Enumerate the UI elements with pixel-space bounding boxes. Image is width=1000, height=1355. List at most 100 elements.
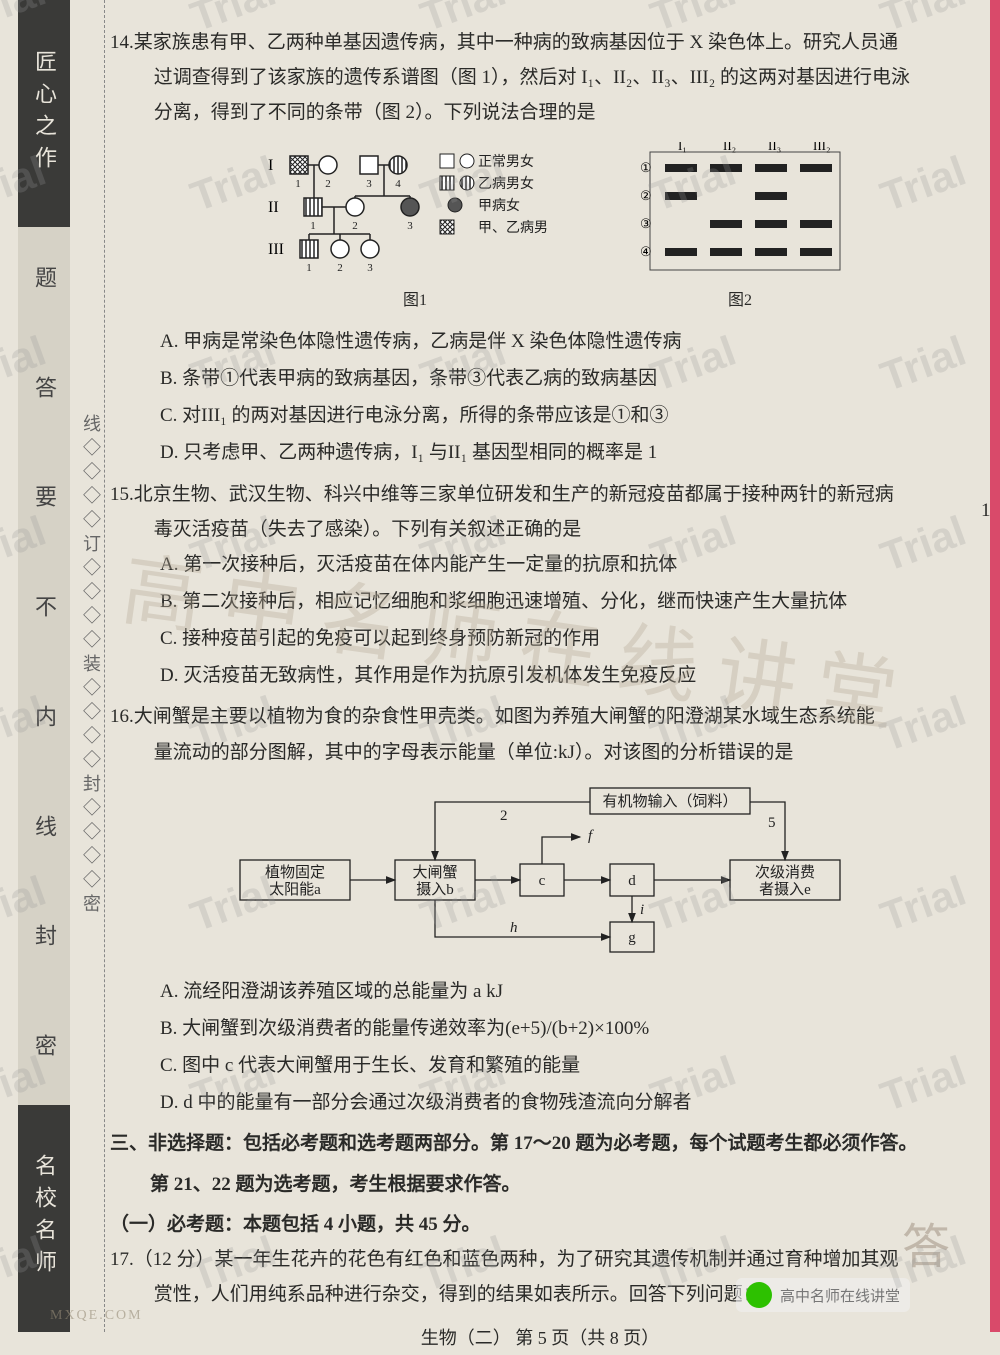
legend-c: 甲病女 — [478, 197, 520, 214]
flow-5: 5 — [768, 815, 776, 831]
lb-8: 密 — [18, 995, 70, 1105]
svg-text:III: III — [268, 241, 284, 258]
q14-num: 14. — [110, 32, 134, 53]
svg-text:④: ④ — [640, 244, 652, 259]
lb-6: 线 — [18, 776, 70, 886]
section-3-title2: 第 21、22 题为选考题，考生根据要求作答。 — [150, 1167, 970, 1202]
svg-text:3: 3 — [366, 178, 372, 190]
q14-stem3: 分离，得到了不同的条带（图 2）。下列说法合理的是 — [110, 95, 970, 130]
lb-1: 题 — [18, 227, 70, 337]
q15-options: A. 第一次接种后，灭活疫苗在体内能产生一定量的抗原和抗体 B. 第二次接种后，… — [160, 547, 970, 694]
q14-d: D. 只考虑甲、乙两种遗传病，I₁ 与II₁ 基因型相同的概率是 1 — [160, 435, 970, 470]
svg-text:2: 2 — [352, 220, 358, 232]
q14-b: B. 条带①代表甲病的致病基因，条带③代表乙病的致病基因 — [160, 361, 970, 396]
flow-f: f — [588, 828, 594, 844]
svg-text:II: II — [268, 199, 279, 216]
q15-num: 15. — [110, 484, 134, 505]
flow-feed: 有机物输入（饲料） — [602, 793, 737, 810]
flow-d: d — [628, 873, 636, 889]
q17-num: 17. — [110, 1249, 134, 1270]
dashed-binding-column: 线◇◇◇◇订◇◇◇◇装◇◇◇◇封◇◇◇◇密 — [75, 0, 105, 1332]
flow-i: i — [640, 902, 644, 918]
flow-c: c — [539, 873, 546, 889]
lb-0: 匠心之作 — [18, 0, 70, 227]
q16-b: B. 大闸蟹到次级消费者的能量传递效率为(e+5)/(b+2)×100% — [160, 1011, 970, 1046]
mxqe-watermark: MXQE.COM — [50, 1308, 143, 1324]
svg-text:II₂: II₂ — [723, 142, 736, 153]
q15-b: B. 第二次接种后，相应记忆细胞和浆细胞迅速增殖、分化，继而快速产生大量抗体 — [160, 584, 970, 619]
question-15: 15.北京生物、武汉生物、科兴中维等三家单位研发和生产的新冠疫苗都属于接种两针的… — [110, 477, 970, 694]
q16-stem1: 大闸蟹是主要以植物为食的杂食性甲壳类。如图为养殖大闸蟹的阳澄湖某水域生态系统能 — [134, 706, 875, 727]
main-content: 14.某家族患有甲、乙两种单基因遗传病，其中一种病的致病基因位于 X 染色体上。… — [110, 25, 970, 1355]
svg-text:4: 4 — [395, 178, 401, 190]
q16-options: A. 流经阳澄湖该养殖区域的总能量为 a kJ B. 大闸蟹到次级消费者的能量传… — [160, 974, 970, 1121]
flow-h: h — [510, 920, 518, 936]
q14-figures: I II III 1 2 3 — [140, 142, 970, 316]
svg-text:I₁: I₁ — [678, 142, 687, 153]
svg-text:摄入b: 摄入b — [416, 881, 454, 898]
q14-c: C. 对III₁ 的两对基因进行电泳分离，所得的条带应该是①和③ — [160, 398, 970, 433]
section-3-title: 三、非选择题：包括必考题和选考题两部分。第 17～20 题为必考题，每个试题考生… — [110, 1126, 970, 1161]
svg-text:3: 3 — [367, 262, 373, 274]
q16-c: C. 图中 c 代表大闸蟹用于生长、发育和繁殖的能量 — [160, 1048, 970, 1083]
legend-d: 甲、乙病男 — [478, 220, 548, 236]
lb-7: 封 — [18, 885, 70, 995]
figure-1: I II III 1 2 3 — [260, 142, 570, 316]
q16-a: A. 流经阳澄湖该养殖区域的总能量为 a kJ — [160, 974, 970, 1009]
left-vertical-column: 匠心之作 题 答 要 不 内 线 封 密 名校名师 — [18, 0, 70, 1332]
flow-plant1: 植物固定 — [265, 864, 325, 881]
svg-text:I: I — [268, 157, 273, 174]
wechat-footer: 高中名师在线讲堂 — [736, 1278, 910, 1312]
answer-watermark: 答 — [902, 1207, 950, 1277]
fig2-label: 图2 — [630, 286, 850, 316]
gel-bands — [665, 164, 832, 256]
flow-g: g — [628, 930, 636, 946]
q14-a: A. 甲病是常染色体隐性遗传病，乙病是伴 X 染色体隐性遗传病 — [160, 324, 970, 359]
q14-options: A. 甲病是常染色体隐性遗传病，乙病是伴 X 染色体隐性遗传病 B. 条带①代表… — [160, 324, 970, 471]
q16-d: D. d 中的能量有一部分会通过次级消费者的食物残渣流向分解者 — [160, 1085, 970, 1120]
lb-4: 不 — [18, 556, 70, 666]
wechat-icon — [746, 1282, 772, 1308]
q14-stem1: 某家族患有甲、乙两种单基因遗传病，其中一种病的致病基因位于 X 染色体上。研究人… — [134, 32, 898, 53]
svg-text:次级消费: 次级消费 — [755, 864, 815, 881]
q14-stem2: 过调查得到了该家族的遗传系谱图（图 1），然后对 I₁、II₂、II₃、III₂… — [110, 60, 970, 95]
wechat-label: 高中名师在线讲堂 — [780, 1285, 900, 1306]
q15-stem1: 北京生物、武汉生物、科兴中维等三家单位研发和生产的新冠疫苗都属于接种两针的新冠病 — [134, 484, 894, 505]
svg-text:③: ③ — [640, 216, 652, 231]
svg-text:1: 1 — [310, 220, 316, 232]
legend-a: 正常男女 — [478, 153, 534, 170]
q15-c: C. 接种疫苗引起的免疫可以起到终身预防新冠的作用 — [160, 621, 970, 656]
q16-num: 16. — [110, 706, 134, 727]
q15-d: D. 灭活疫苗无致病性，其作用是作为抗原引发机体发生免疫反应 — [160, 658, 970, 693]
question-14: 14.某家族患有甲、乙两种单基因遗传病，其中一种病的致病基因位于 X 染色体上。… — [110, 25, 970, 471]
right-pink-edge — [990, 0, 1000, 1332]
flow-plant2: 太阳能a — [269, 881, 321, 898]
fig1-label: 图1 — [260, 286, 570, 316]
figure-2: I₁ II₂ II₃ III₂ ① ② ③ ④ 图2 — [630, 142, 850, 316]
q17-stem1: （12 分）某一年生花卉的花色有红色和蓝色两种，为了研究其遗传机制并通过育种增加… — [134, 1249, 899, 1270]
q16-stem2: 量流动的部分图解，其中的字母表示能量（单位:kJ）。对该图的分析错误的是 — [110, 735, 970, 770]
question-16: 16.大闸蟹是主要以植物为食的杂食性甲壳类。如图为养殖大闸蟹的阳澄湖某水域生态系… — [110, 699, 970, 1120]
section-3-sub: （一）必考题：本题包括 4 小题，共 45 分。 — [110, 1207, 970, 1242]
svg-text:2: 2 — [337, 262, 343, 274]
q15-a: A. 第一次接种后，灭活疫苗在体内能产生一定量的抗原和抗体 — [160, 547, 970, 582]
lb-9: 名校名师 — [18, 1105, 70, 1332]
lb-3: 要 — [18, 447, 70, 557]
svg-text:1: 1 — [295, 178, 301, 190]
lb-2: 答 — [18, 337, 70, 447]
svg-text:②: ② — [640, 188, 652, 203]
q16-flowchart: 有机物输入（饲料） 植物固定 太阳能a 大闸蟹 摄入b c d — [110, 782, 970, 962]
svg-text:2: 2 — [325, 178, 331, 190]
svg-text:III₂: III₂ — [813, 142, 831, 153]
svg-text:大闸蟹: 大闸蟹 — [412, 864, 457, 881]
svg-text:①: ① — [640, 160, 652, 175]
svg-text:1: 1 — [306, 262, 312, 274]
lb-5: 内 — [18, 666, 70, 776]
page-footer: 生物（二） 第 5 页（共 8 页） — [110, 1322, 970, 1355]
svg-text:者摄入e: 者摄入e — [759, 881, 811, 898]
flow-2: 2 — [500, 808, 508, 824]
svg-text:3: 3 — [407, 220, 413, 232]
legend-b: 乙病男女 — [478, 175, 534, 192]
q15-stem2: 毒灭活疫苗（失去了感染）。下列有关叙述正确的是 — [110, 512, 970, 547]
svg-text:II₃: II₃ — [768, 142, 781, 153]
